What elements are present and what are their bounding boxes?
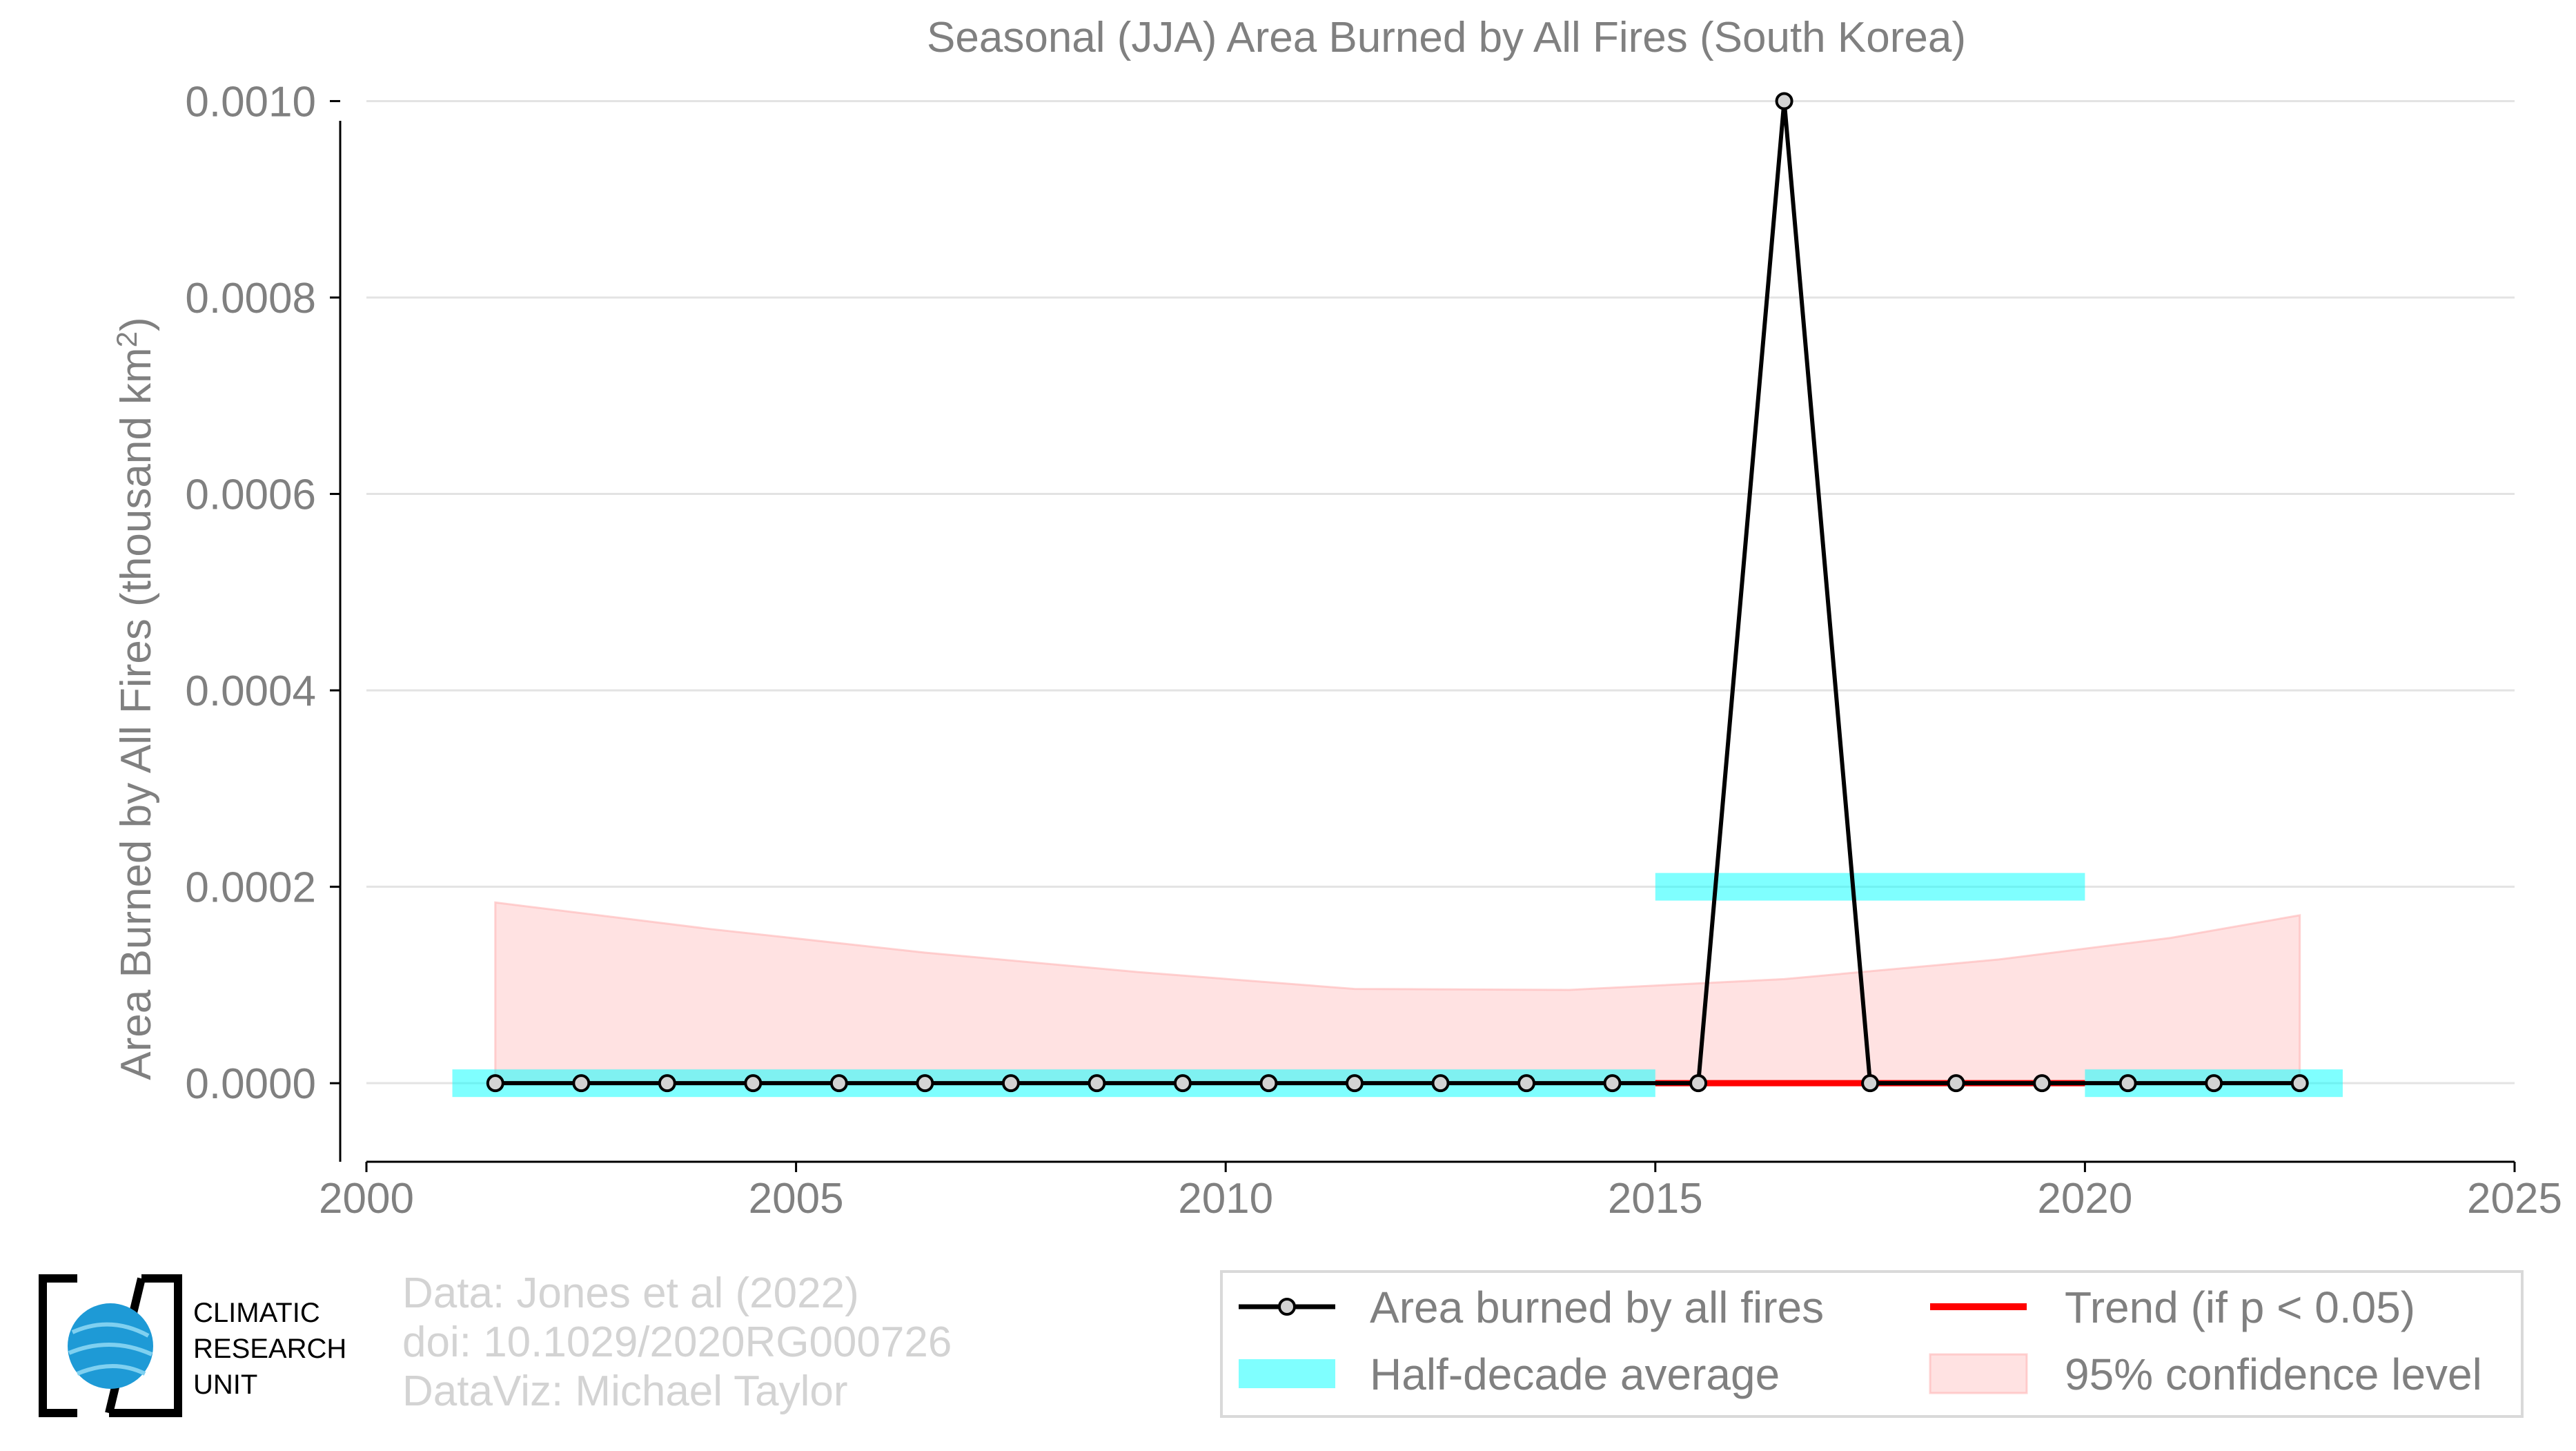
credit-dataviz: DataViz: Michael Taylor — [402, 1367, 848, 1415]
y-tick-label: 0.0002 — [185, 864, 316, 912]
legend: Area burned by all fires Trend (if p < 0… — [1220, 1270, 2524, 1418]
legend-label-half-decade: Half-decade average — [1370, 1350, 1780, 1399]
logo-bracket-left — [39, 1274, 77, 1417]
data-point — [1259, 1074, 1278, 1093]
legend-ci-swatch — [1929, 1353, 2028, 1394]
x-tick-label: 2015 — [1608, 1175, 1703, 1223]
data-point — [2290, 1074, 2309, 1093]
data-point — [1947, 1074, 1965, 1093]
logo-text-line2: RESEARCH — [193, 1334, 346, 1364]
credit-data-source: Data: Jones et al (2022) — [402, 1269, 859, 1317]
data-point — [486, 1074, 504, 1093]
y-tick-label: 0.0010 — [185, 78, 316, 126]
data-point — [744, 1074, 763, 1093]
credit-doi: doi: 10.1029/2020RG000726 — [402, 1318, 952, 1366]
data-point — [1173, 1074, 1192, 1093]
y-tick-label: 0.0004 — [185, 668, 316, 715]
y-tick-label: 0.0008 — [185, 275, 316, 322]
y-tick-labels: 0.0000 0.0002 0.0004 0.0006 0.0008 0.0010 — [185, 78, 340, 1108]
data-point — [1088, 1074, 1106, 1093]
x-tick-label: 2025 — [2467, 1175, 2562, 1223]
chart-title: Seasonal (JJA) Area Burned by All Fires … — [927, 14, 1966, 61]
legend-box — [1220, 1270, 2524, 1418]
data-point — [1775, 92, 1793, 110]
x-tick-label: 2005 — [749, 1175, 844, 1223]
legend-label-ci: 95% confidence level — [2065, 1350, 2482, 1399]
area-burned-polyline — [495, 101, 2300, 1086]
y-tick-label: 0.0006 — [185, 471, 316, 519]
data-point — [916, 1074, 934, 1093]
y-tick-label: 0.0000 — [185, 1060, 316, 1108]
x-tick-label: 2010 — [1178, 1175, 1273, 1223]
area-burned-points — [486, 92, 2309, 1093]
logo-bracket-right — [109, 1274, 182, 1417]
legend-label-trend: Trend (if p < 0.05) — [2065, 1283, 2415, 1332]
data-point — [1001, 1074, 1020, 1093]
legend-point-swatch — [1278, 1298, 1296, 1316]
data-point — [1431, 1074, 1450, 1093]
logo-text-line3: UNIT — [193, 1370, 257, 1400]
half-decade-bar — [1655, 873, 2085, 901]
data-credits: Data: Jones et al (2022) doi: 10.1029/202… — [402, 1269, 952, 1416]
y-axis-label-main: Area Burned by All Fires (thousand km — [112, 347, 160, 1080]
y-axis-label: Area Burned by All Fires (thousand km2) — [110, 317, 160, 1080]
data-point — [2033, 1074, 2052, 1093]
data-point — [1345, 1074, 1364, 1093]
y-axis-label-superscript: 2 — [110, 331, 143, 347]
data-point — [1689, 1074, 1708, 1093]
x-tick-label: 2000 — [319, 1175, 414, 1223]
globe-swirl-icon — [68, 1322, 153, 1376]
data-point — [2118, 1074, 2137, 1093]
data-point — [829, 1074, 848, 1093]
x-tick-label: 2020 — [2037, 1175, 2132, 1223]
y-axis-label-close: ) — [112, 317, 160, 331]
logo-text-line1: CLIMATIC — [193, 1298, 320, 1328]
legend-label-area-burned: Area burned by all fires — [1370, 1283, 1824, 1332]
data-point — [2205, 1074, 2223, 1093]
data-point — [1517, 1074, 1536, 1093]
legend-half-decade-swatch — [1239, 1359, 1335, 1388]
data-point — [1603, 1074, 1622, 1093]
confidence-band — [494, 901, 2301, 1084]
cru-logo: CLIMATIC RESEARCH UNIT — [39, 1274, 346, 1417]
data-point — [658, 1074, 676, 1093]
x-tick-labels: 2000 2005 2010 2015 2020 2025 — [319, 1162, 2562, 1223]
data-point — [572, 1074, 591, 1093]
data-point — [1861, 1074, 1880, 1093]
area-burned-line — [495, 101, 2300, 1086]
